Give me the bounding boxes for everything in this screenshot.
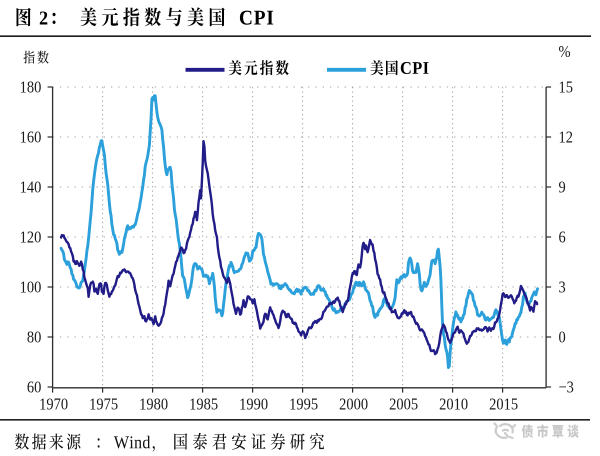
svg-text:100: 100 bbox=[20, 278, 42, 296]
svg-text:2005: 2005 bbox=[389, 396, 418, 414]
svg-text:80: 80 bbox=[27, 328, 42, 346]
svg-text:%: % bbox=[559, 43, 571, 61]
svg-text:0: 0 bbox=[559, 328, 566, 346]
svg-text:15: 15 bbox=[559, 78, 574, 96]
svg-text:3: 3 bbox=[559, 278, 566, 296]
svg-text:12: 12 bbox=[559, 128, 574, 146]
svg-text:2000: 2000 bbox=[339, 396, 368, 414]
svg-text:1980: 1980 bbox=[139, 396, 168, 414]
svg-text:120: 120 bbox=[20, 228, 42, 246]
svg-text:60: 60 bbox=[27, 378, 42, 396]
svg-text:160: 160 bbox=[20, 128, 42, 146]
svg-text:1970: 1970 bbox=[39, 396, 68, 414]
svg-text:1985: 1985 bbox=[189, 396, 218, 414]
svg-text:1990: 1990 bbox=[239, 396, 268, 414]
svg-text:140: 140 bbox=[20, 178, 42, 196]
svg-text:180: 180 bbox=[20, 78, 42, 96]
svg-text:−3: −3 bbox=[559, 378, 574, 396]
svg-text:6: 6 bbox=[559, 228, 566, 246]
svg-text:2010: 2010 bbox=[439, 396, 468, 414]
svg-text:1995: 1995 bbox=[289, 396, 318, 414]
svg-text:9: 9 bbox=[559, 178, 566, 196]
svg-text:2015: 2015 bbox=[489, 396, 518, 414]
svg-text:1975: 1975 bbox=[89, 396, 118, 414]
